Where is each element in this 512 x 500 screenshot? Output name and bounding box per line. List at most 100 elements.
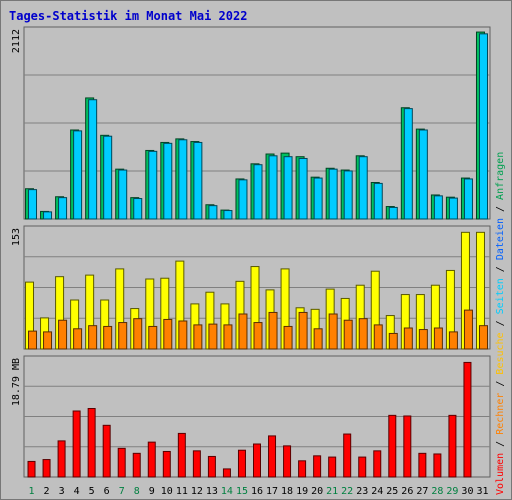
bar-besuche-12 — [193, 324, 203, 350]
x-tick-label-24: 24 — [371, 486, 383, 497]
bar-besuche-1 — [28, 330, 38, 350]
bar-volumen-18 — [283, 445, 292, 478]
x-tick-label-9: 9 — [149, 486, 155, 497]
bar-dateien-4 — [73, 130, 83, 220]
bar-volumen-13 — [207, 455, 216, 478]
bar-besuche-17 — [268, 311, 278, 350]
legend-sep-2: / — [495, 260, 506, 278]
bar-volumen-2 — [42, 459, 51, 478]
legend-sep-3: / — [495, 314, 506, 332]
bar-besuche-14 — [223, 324, 233, 350]
bar-dateien-30 — [463, 178, 473, 220]
x-tick-label-4: 4 — [74, 486, 80, 497]
legend-besuche: Besuche — [495, 332, 506, 374]
chart-title: Tages-Statistik im Monat Mai 2022 — [9, 9, 248, 23]
x-tick-label-22: 22 — [341, 486, 353, 497]
bar-besuche-9 — [148, 325, 158, 350]
bar-dateien-22 — [343, 170, 353, 220]
bar-besuche-19 — [298, 311, 308, 350]
x-tick-label-25: 25 — [386, 486, 398, 497]
bar-dateien-5 — [88, 99, 98, 220]
bar-besuche-5 — [88, 325, 98, 350]
bar-volumen-9 — [147, 441, 156, 478]
bar-besuche-24 — [373, 324, 383, 350]
legend-sep-1: / — [495, 200, 506, 218]
bar-besuche-31 — [478, 325, 488, 350]
bar-dateien-17 — [268, 155, 278, 220]
bar-besuche-23 — [358, 318, 368, 350]
legend-dateien: Dateien — [495, 218, 506, 260]
bar-dateien-27 — [418, 129, 428, 220]
bar-dateien-20 — [313, 177, 323, 220]
legend-anfragen: Anfragen — [495, 152, 506, 200]
y-axis-max-label: 153 — [11, 228, 22, 246]
bar-dateien-19 — [298, 157, 308, 220]
x-tick-label-15: 15 — [236, 486, 248, 497]
y-axis-max-label: 2112 — [11, 29, 22, 53]
bar-besuche-28 — [433, 327, 443, 350]
x-tick-label-18: 18 — [281, 486, 293, 497]
vertical-legend: Volumen / Rechner / Besuche / Seiten / D… — [495, 152, 506, 495]
bar-dateien-11 — [178, 139, 188, 220]
bar-besuche-21 — [328, 313, 338, 350]
bar-dateien-3 — [58, 197, 68, 220]
bar-volumen-21 — [328, 456, 337, 478]
y-axis-max-label: 18.79 MB — [11, 358, 22, 406]
bar-besuche-18 — [283, 325, 293, 350]
x-tick-label-27: 27 — [416, 486, 428, 497]
x-tick-label-16: 16 — [251, 486, 263, 497]
legend-rechner: Rechner — [495, 393, 506, 435]
bar-dateien-23 — [358, 156, 368, 220]
bar-besuche-2 — [43, 331, 53, 350]
bar-volumen-1 — [27, 460, 36, 478]
bar-volumen-5 — [87, 408, 96, 478]
bar-volumen-28 — [433, 453, 442, 478]
bar-dateien-29 — [448, 197, 458, 220]
chart-panels: 2112 153 18.79 MB — [11, 26, 491, 478]
bar-dateien-1 — [28, 189, 38, 220]
bar-volumen-12 — [192, 450, 201, 478]
bar-besuche-11 — [178, 320, 188, 350]
bar-besuche-7 — [118, 322, 128, 350]
bar-besuche-10 — [163, 318, 173, 350]
x-tick-label-6: 6 — [104, 486, 110, 497]
panel-2: 153 — [11, 225, 491, 350]
x-tick-label-17: 17 — [266, 486, 278, 497]
x-tick-label-12: 12 — [191, 486, 203, 497]
bar-besuche-6 — [103, 325, 113, 350]
legend-volumen: Volumen — [495, 453, 506, 495]
x-tick-label-29: 29 — [446, 486, 458, 497]
legend-sep-4: / — [495, 375, 506, 393]
panel-1: 2112 — [11, 26, 491, 220]
bar-besuche-20 — [313, 328, 323, 350]
bar-besuche-8 — [133, 318, 143, 350]
bar-volumen-22 — [343, 433, 352, 478]
bar-besuche-30 — [463, 309, 473, 350]
bar-volumen-17 — [268, 435, 277, 478]
bar-dateien-25 — [388, 206, 398, 220]
x-tick-label-20: 20 — [311, 486, 323, 497]
bar-besuche-16 — [253, 322, 263, 350]
bar-dateien-10 — [163, 142, 173, 220]
x-tick-label-3: 3 — [59, 486, 65, 497]
x-tick-label-5: 5 — [89, 486, 95, 497]
x-tick-label-10: 10 — [161, 486, 173, 497]
bar-besuche-15 — [238, 313, 248, 350]
bar-besuche-26 — [403, 327, 413, 350]
bar-volumen-25 — [388, 414, 397, 478]
x-tick-label-11: 11 — [176, 486, 188, 497]
bar-dateien-6 — [103, 135, 113, 220]
bar-volumen-10 — [162, 450, 171, 478]
bar-dateien-8 — [133, 198, 143, 220]
bar-dateien-18 — [283, 156, 293, 220]
bar-volumen-3 — [57, 440, 66, 478]
x-tick-label-14: 14 — [221, 486, 233, 497]
x-tick-label-8: 8 — [134, 486, 140, 497]
bar-besuche-27 — [418, 329, 428, 350]
x-tick-label-26: 26 — [401, 486, 413, 497]
bar-besuche-13 — [208, 323, 218, 350]
bar-volumen-11 — [177, 432, 186, 478]
bar-dateien-24 — [373, 182, 383, 220]
bar-volumen-27 — [418, 452, 427, 478]
bar-volumen-30 — [463, 361, 472, 478]
